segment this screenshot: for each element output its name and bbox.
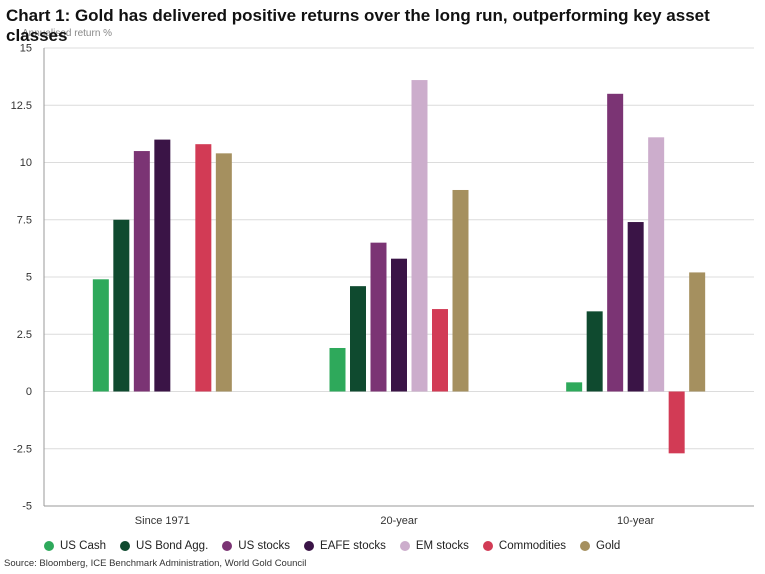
legend-label: Commodities	[498, 540, 567, 552]
y-tick-label: 2.5	[17, 329, 32, 341]
y-tick-label: 15	[20, 43, 32, 55]
y-tick-label: 10	[20, 157, 32, 169]
chart-title: Chart 1: Gold has delivered positive ret…	[6, 6, 710, 45]
bar-commodities	[195, 144, 212, 392]
legend-label: US Bond Agg.	[136, 540, 209, 552]
bar-commodities	[668, 391, 685, 454]
bar-us-stocks	[607, 93, 624, 392]
bar-us-bond-agg	[586, 311, 603, 392]
bar-us-stocks	[370, 242, 387, 392]
legend-label: EAFE stocks	[320, 540, 386, 552]
bar-eafe-stocks	[391, 258, 407, 392]
legend-item: EM stocks	[399, 540, 469, 552]
y-tick-label: 7.5	[17, 214, 32, 226]
legend-swatch	[222, 541, 233, 551]
legend-swatch	[580, 541, 591, 551]
bar-em-stocks	[648, 137, 665, 392]
x-tick-label: Since 1971	[135, 515, 190, 527]
bar-us-bond-agg	[113, 219, 130, 392]
y-tick-label: 5	[26, 272, 32, 284]
legend-label: Gold	[596, 540, 621, 552]
y-tick-label: -5	[22, 501, 32, 513]
x-tick-label: 10-year	[617, 515, 655, 527]
legend-item: US stocks	[222, 540, 290, 552]
y-tick-label: -2.5	[13, 443, 32, 455]
legend-item: US Bond Agg.	[120, 540, 208, 552]
legend-item: EAFE stocks	[304, 540, 386, 552]
legend-swatch	[304, 541, 315, 551]
legend-swatch	[44, 541, 54, 551]
legend-swatch	[399, 541, 410, 551]
y-tick-label: 0	[26, 386, 32, 398]
legend-item: Gold	[580, 540, 620, 552]
bar-us-bond-agg	[350, 286, 366, 392]
bar-eafe-stocks	[627, 222, 644, 392]
legend-label: US Cash	[60, 540, 107, 552]
bar-em-stocks	[411, 80, 428, 392]
bar-us-cash	[329, 347, 346, 392]
bar-commodities	[432, 309, 448, 392]
legend-label: EM stocks	[415, 540, 469, 552]
bar-us-cash	[566, 382, 583, 392]
legend-swatch	[482, 541, 493, 551]
bar-gold	[215, 153, 232, 392]
y-tick-label: 12.5	[11, 100, 32, 112]
bar-eafe-stocks	[154, 139, 171, 392]
legend: US Cash US Bond Agg. US stocks EAFE stocks E…	[44, 540, 620, 552]
legend-item: Commodities	[482, 540, 567, 552]
source-note: Source: Bloomberg, ICE Benchmark Adminis…	[4, 558, 307, 569]
bar-gold	[689, 272, 706, 392]
x-tick-label: 20-year	[380, 515, 418, 527]
y-axis-unit-label: Annualised return %	[22, 28, 113, 39]
bar-gold	[452, 189, 469, 392]
axes	[43, 48, 754, 507]
tick-labels: 15 12.5 10 7.5 5 2.5 0 -2.5 -5 Since 1971 20-year 1…	[11, 43, 655, 528]
bar-us-cash	[92, 279, 109, 392]
legend-label: US stocks	[238, 540, 291, 552]
bar-us-stocks	[133, 151, 150, 392]
legend-swatch	[120, 541, 131, 551]
bars	[92, 80, 706, 454]
legend-item: US Cash	[44, 540, 106, 552]
